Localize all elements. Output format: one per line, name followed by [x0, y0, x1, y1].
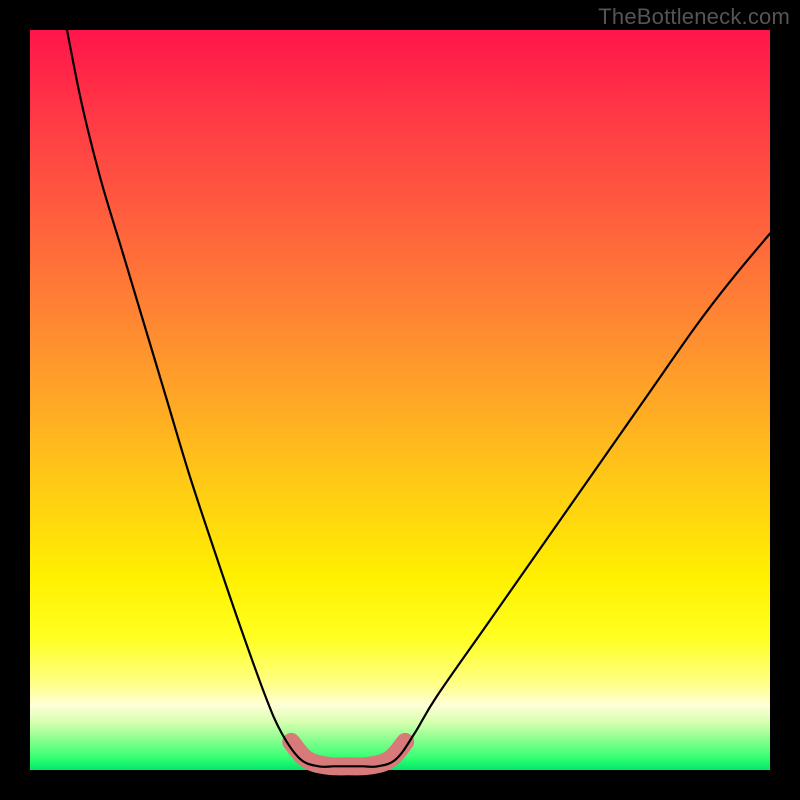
bottleneck-chart — [0, 0, 800, 800]
watermark-text: TheBottleneck.com — [598, 4, 790, 30]
chart-container: TheBottleneck.com — [0, 0, 800, 800]
gradient-plot-area — [30, 30, 770, 770]
